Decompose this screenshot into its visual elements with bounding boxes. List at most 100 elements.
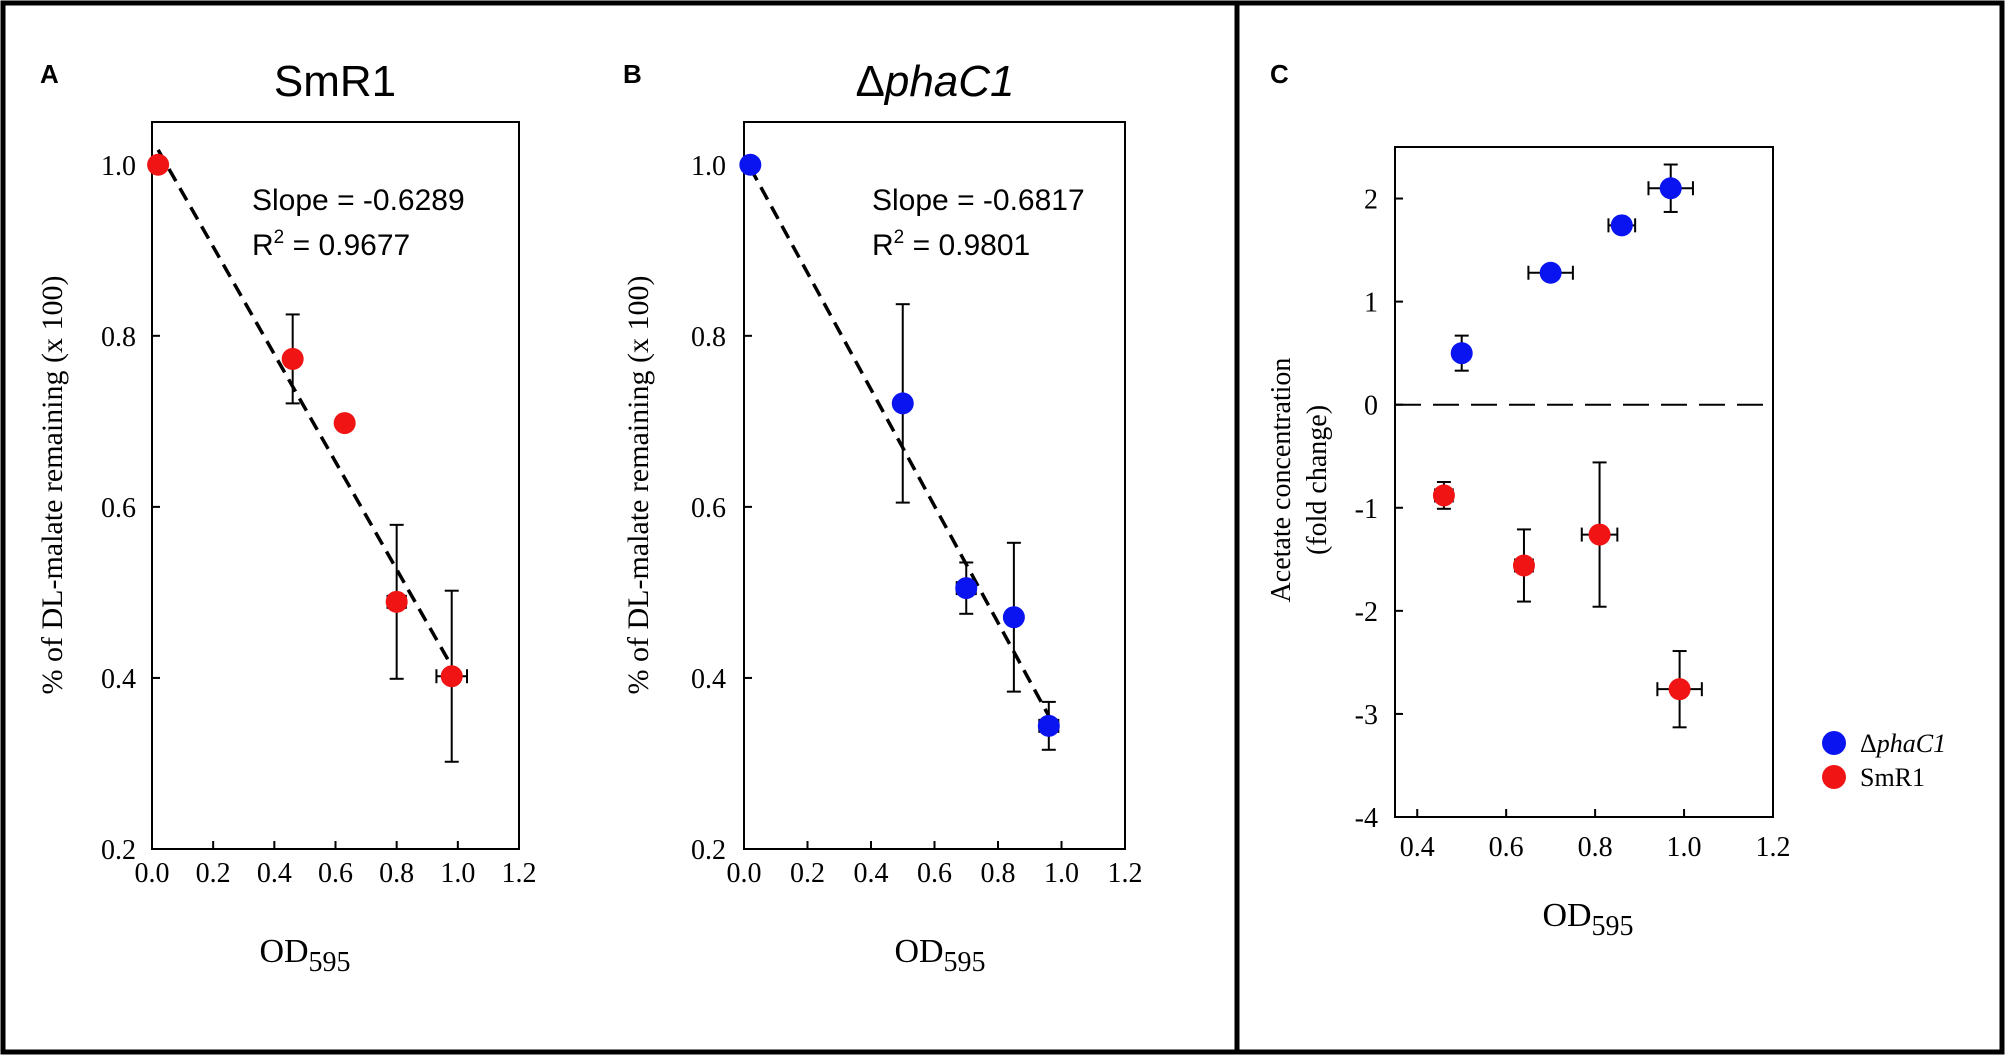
panel-b: B ΔphaC1 0.2 0.4 0.6 0.8 1.0 0.0 0.2 0.4… <box>622 57 1143 978</box>
y-tick-label: 0.2 <box>691 835 726 866</box>
data-point-group <box>1607 214 1637 237</box>
r2-prefix: R <box>252 229 274 262</box>
y-tick-label: 1.0 <box>691 151 726 182</box>
data-point-group <box>1450 334 1473 372</box>
x-tick-label: 1.2 <box>502 858 537 889</box>
x-tick-label: 0.0 <box>727 858 762 889</box>
y-tick-label: -2 <box>1355 597 1378 628</box>
data-point <box>1432 484 1455 507</box>
x-tick-label: 0.4 <box>257 858 292 889</box>
data-point-group <box>1580 461 1619 608</box>
r2-value: = 0.9801 <box>904 229 1030 262</box>
frame-left <box>0 0 1240 1055</box>
regression-line <box>156 148 460 678</box>
data-point <box>1450 342 1473 365</box>
regression-line <box>748 167 1054 723</box>
r2-value: = 0.9677 <box>284 229 410 262</box>
panel-c-legend: ΔphaC1 SmR1 <box>1822 729 1946 792</box>
data-point-group <box>147 153 170 176</box>
y-tick-label: -4 <box>1355 803 1378 834</box>
y-tick-label: 0.4 <box>101 664 136 695</box>
data-point <box>1659 177 1682 200</box>
x-tick-label: 1.0 <box>1667 832 1702 863</box>
x-tick-label: 1.0 <box>1044 858 1079 889</box>
x-tick-label: 0.6 <box>917 858 952 889</box>
legend-gene: phaC1 <box>1875 729 1946 758</box>
data-point <box>739 153 762 176</box>
data-point <box>440 665 463 688</box>
data-point <box>147 153 170 176</box>
panel-b-x-tick-labels: 0.0 0.2 0.4 0.6 0.8 1.0 1.2 <box>727 858 1143 889</box>
panel-c-y-axis-label-line2: (fold change) <box>1302 405 1333 555</box>
y-tick-label: 0.8 <box>691 322 726 353</box>
x-label-main: OD <box>1542 897 1591 934</box>
y-tick-label: -3 <box>1355 700 1378 731</box>
data-point <box>955 577 978 600</box>
frame-right <box>1234 0 2005 1055</box>
panel-b-title-delta: Δ <box>855 57 884 106</box>
data-point-group <box>1656 650 1703 729</box>
legend-label-phac1: ΔphaC1 <box>1860 729 1946 758</box>
y-tick-label: 1.0 <box>101 151 136 182</box>
y-tick-label: 2 <box>1364 185 1378 216</box>
panel-a-letter: A <box>40 59 59 89</box>
data-point-group <box>333 412 356 435</box>
panel-a-x-tick-labels: 0.0 0.2 0.4 0.6 0.8 1.0 1.2 <box>135 858 537 889</box>
data-point <box>1539 261 1562 284</box>
y-tick-label: 1 <box>1364 288 1378 319</box>
data-point-group <box>435 589 469 763</box>
panel-b-title: ΔphaC1 <box>855 57 1014 106</box>
y-tick-label: 0.2 <box>101 835 136 866</box>
panel-b-slope-annotation: Slope = -0.6817 <box>872 184 1085 217</box>
x-tick-label: 0.8 <box>981 858 1016 889</box>
data-point-group <box>1647 163 1694 213</box>
panel-c: C -4 -3 -2 -1 0 1 2 0.4 0.6 0.8 1.0 1.2 … <box>1266 59 1946 942</box>
data-point-group <box>891 303 914 504</box>
data-point-group <box>1432 481 1455 510</box>
legend-delta: Δ <box>1860 729 1877 758</box>
panel-b-r2-annotation: R2 = 0.9801 <box>872 227 1030 262</box>
x-tick-label: 1.2 <box>1108 858 1143 889</box>
data-point <box>281 347 304 370</box>
panel-c-y-axis-label-line1: Acetate concentration <box>1266 358 1297 603</box>
panel-c-ticks <box>1395 197 1774 818</box>
y-tick-label: 0.8 <box>101 322 136 353</box>
panel-c-x-tick-labels: 0.4 0.6 0.8 1.0 1.2 <box>1400 832 1791 863</box>
data-point <box>1512 554 1535 577</box>
data-point-group <box>955 561 978 615</box>
x-label-subscript: 595 <box>1592 911 1634 942</box>
data-point-group <box>1527 261 1574 284</box>
data-point-group <box>1037 700 1060 751</box>
data-point-group <box>385 523 408 680</box>
x-tick-label: 1.0 <box>440 858 475 889</box>
x-label-subscript: 595 <box>944 947 986 978</box>
data-point-group <box>739 153 762 176</box>
panel-a: A SmR1 0.2 0.4 0.6 0.8 1.0 0.0 0.2 0.4 0… <box>36 57 537 978</box>
panel-a-title: SmR1 <box>274 57 396 106</box>
x-label-subscript: 595 <box>309 947 351 978</box>
legend-swatch-red <box>1822 765 1846 789</box>
x-label-main: OD <box>259 933 308 970</box>
y-tick-label: 0 <box>1364 391 1378 422</box>
data-point <box>1037 714 1060 737</box>
x-tick-label: 0.6 <box>1489 832 1524 863</box>
panel-b-y-axis-label: % of DL-malate remaining (x 100) <box>622 275 655 694</box>
data-point <box>891 392 914 415</box>
r2-prefix: R <box>872 229 894 262</box>
x-tick-label: 0.8 <box>1578 832 1613 863</box>
panel-b-y-tick-labels: 0.2 0.4 0.6 0.8 1.0 <box>691 151 726 866</box>
legend-swatch-blue <box>1822 731 1846 755</box>
data-point <box>1610 214 1633 237</box>
x-tick-label: 1.2 <box>1756 832 1791 863</box>
x-tick-label: 0.4 <box>854 858 889 889</box>
legend-item-smr1: SmR1 <box>1822 763 1925 792</box>
panel-b-title-gene: phaC1 <box>883 57 1015 106</box>
data-point <box>333 412 356 435</box>
panel-c-x-axis-label: OD595 <box>1542 897 1633 942</box>
panel-b-letter: B <box>623 59 642 89</box>
data-point-group <box>281 313 304 405</box>
y-tick-label: -1 <box>1355 494 1378 525</box>
panel-a-slope-annotation: Slope = -0.6289 <box>252 184 465 217</box>
legend-label-smr1: SmR1 <box>1860 763 1925 792</box>
